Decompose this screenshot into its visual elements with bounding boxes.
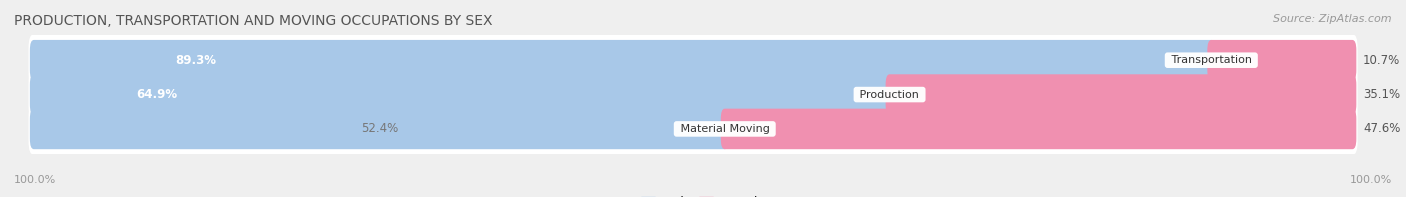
Text: Transportation: Transportation: [1167, 55, 1256, 65]
FancyBboxPatch shape: [30, 109, 728, 149]
Text: PRODUCTION, TRANSPORTATION AND MOVING OCCUPATIONS BY SEX: PRODUCTION, TRANSPORTATION AND MOVING OC…: [14, 14, 492, 28]
Text: 47.6%: 47.6%: [1362, 122, 1400, 135]
Text: 64.9%: 64.9%: [136, 88, 177, 101]
Text: 52.4%: 52.4%: [361, 122, 398, 135]
Text: 89.3%: 89.3%: [176, 54, 217, 67]
FancyBboxPatch shape: [28, 103, 1358, 155]
Text: 10.7%: 10.7%: [1362, 54, 1400, 67]
FancyBboxPatch shape: [1208, 40, 1357, 80]
FancyBboxPatch shape: [721, 109, 1357, 149]
Text: 100.0%: 100.0%: [14, 175, 56, 185]
FancyBboxPatch shape: [28, 68, 1358, 121]
Text: 35.1%: 35.1%: [1362, 88, 1400, 101]
Legend: Male, Female: Male, Female: [641, 196, 765, 197]
FancyBboxPatch shape: [28, 34, 1358, 86]
Text: 100.0%: 100.0%: [1350, 175, 1392, 185]
FancyBboxPatch shape: [886, 74, 1357, 115]
FancyBboxPatch shape: [30, 40, 1215, 80]
FancyBboxPatch shape: [30, 74, 894, 115]
Text: Material Moving: Material Moving: [676, 124, 773, 134]
Text: Source: ZipAtlas.com: Source: ZipAtlas.com: [1274, 14, 1392, 24]
Text: Production: Production: [856, 90, 922, 99]
